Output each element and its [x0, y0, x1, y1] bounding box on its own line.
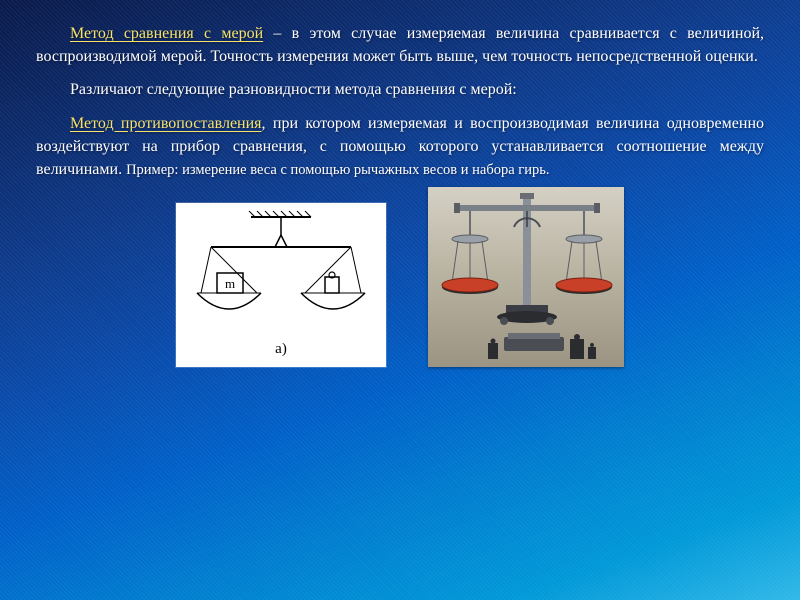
- term-opposition-method: Метод противопоставления: [70, 115, 262, 132]
- balance-photo: [428, 187, 624, 367]
- paragraph-2-body: Различают следующие разновидности метода…: [70, 81, 517, 98]
- figure-row: m а): [36, 187, 764, 367]
- diagram-label-m: m: [225, 276, 235, 291]
- paragraph-2: Различают следующие разновидности метода…: [36, 78, 764, 101]
- diagram-label-a: а): [275, 341, 287, 357]
- paragraph-3: Метод противопоставления, при котором из…: [36, 112, 764, 182]
- weights-icon: [488, 333, 596, 359]
- paragraph-3-example: Пример: измерение веса с помощью рычажны…: [126, 162, 549, 178]
- paragraph-1: Метод сравнения с мерой – в этом случае …: [36, 22, 764, 68]
- slide-content: Метод сравнения с мерой – в этом случае …: [0, 0, 800, 377]
- balance-photo-svg: [428, 187, 624, 367]
- term-comparison-method: Метод сравнения с мерой: [70, 25, 263, 42]
- balance-diagram: m а): [176, 203, 386, 367]
- balance-diagram-svg: m а): [181, 207, 381, 363]
